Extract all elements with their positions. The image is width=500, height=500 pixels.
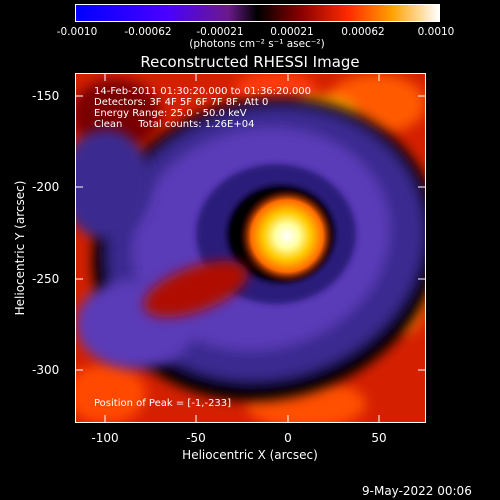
x-tick-label: 50 [371, 431, 387, 445]
x-tick-label: -100 [91, 431, 119, 445]
colorbar-tick: -0.00062 [124, 26, 172, 38]
peak-source [239, 188, 335, 284]
y-tick-label: -200 [32, 180, 60, 194]
colorbar-tick: -0.00021 [196, 26, 244, 38]
x-axis-label: Heliocentric X (arcsec) [182, 448, 318, 462]
info-line: Energy Range: 25.0 - 50.0 keV [94, 108, 247, 119]
colorbar-tick: 0.00021 [270, 26, 314, 38]
colorbar-tick: -0.0010 [56, 26, 98, 38]
date-stamp: 9-May-2022 00:06 [362, 484, 472, 498]
x-tick-label: -50 [186, 431, 206, 445]
rhessi-heatmap [76, 74, 425, 422]
y-tick-label: -150 [32, 89, 60, 103]
x-tick-label: 0 [284, 431, 292, 445]
image-panel: 14-Feb-2011 01:30:20.000 to 01:36:20.000… [75, 73, 426, 423]
info-block: 14-Feb-2011 01:30:20.000 to 01:36:20.000… [94, 86, 311, 130]
colorbar-tick: 0.0010 [417, 26, 455, 38]
y-tick-label: -250 [32, 272, 60, 286]
y-tick-label: -300 [32, 363, 60, 377]
colorbar-gradient [76, 5, 439, 21]
info-line: 14-Feb-2011 01:30:20.000 to 01:36:20.000 [94, 86, 312, 97]
y-axis-label: Heliocentric Y (arcsec) [13, 180, 27, 316]
info-line: Clean Total counts: 1.26E+04 [94, 119, 255, 130]
peak-position-label: Position of Peak = [-1,-233] [94, 398, 232, 409]
colorbar [75, 4, 440, 22]
plot-title: Reconstructed RHESSI Image [140, 53, 360, 71]
colorbar-tick: 0.00062 [341, 26, 385, 38]
info-line: Detectors: 3F 4F 5F 6F 7F 8F, Att 0 [94, 97, 269, 108]
lower-left-positive [143, 261, 249, 317]
colorbar-units: (photons cm⁻² s⁻¹ asec⁻²) [189, 38, 325, 50]
